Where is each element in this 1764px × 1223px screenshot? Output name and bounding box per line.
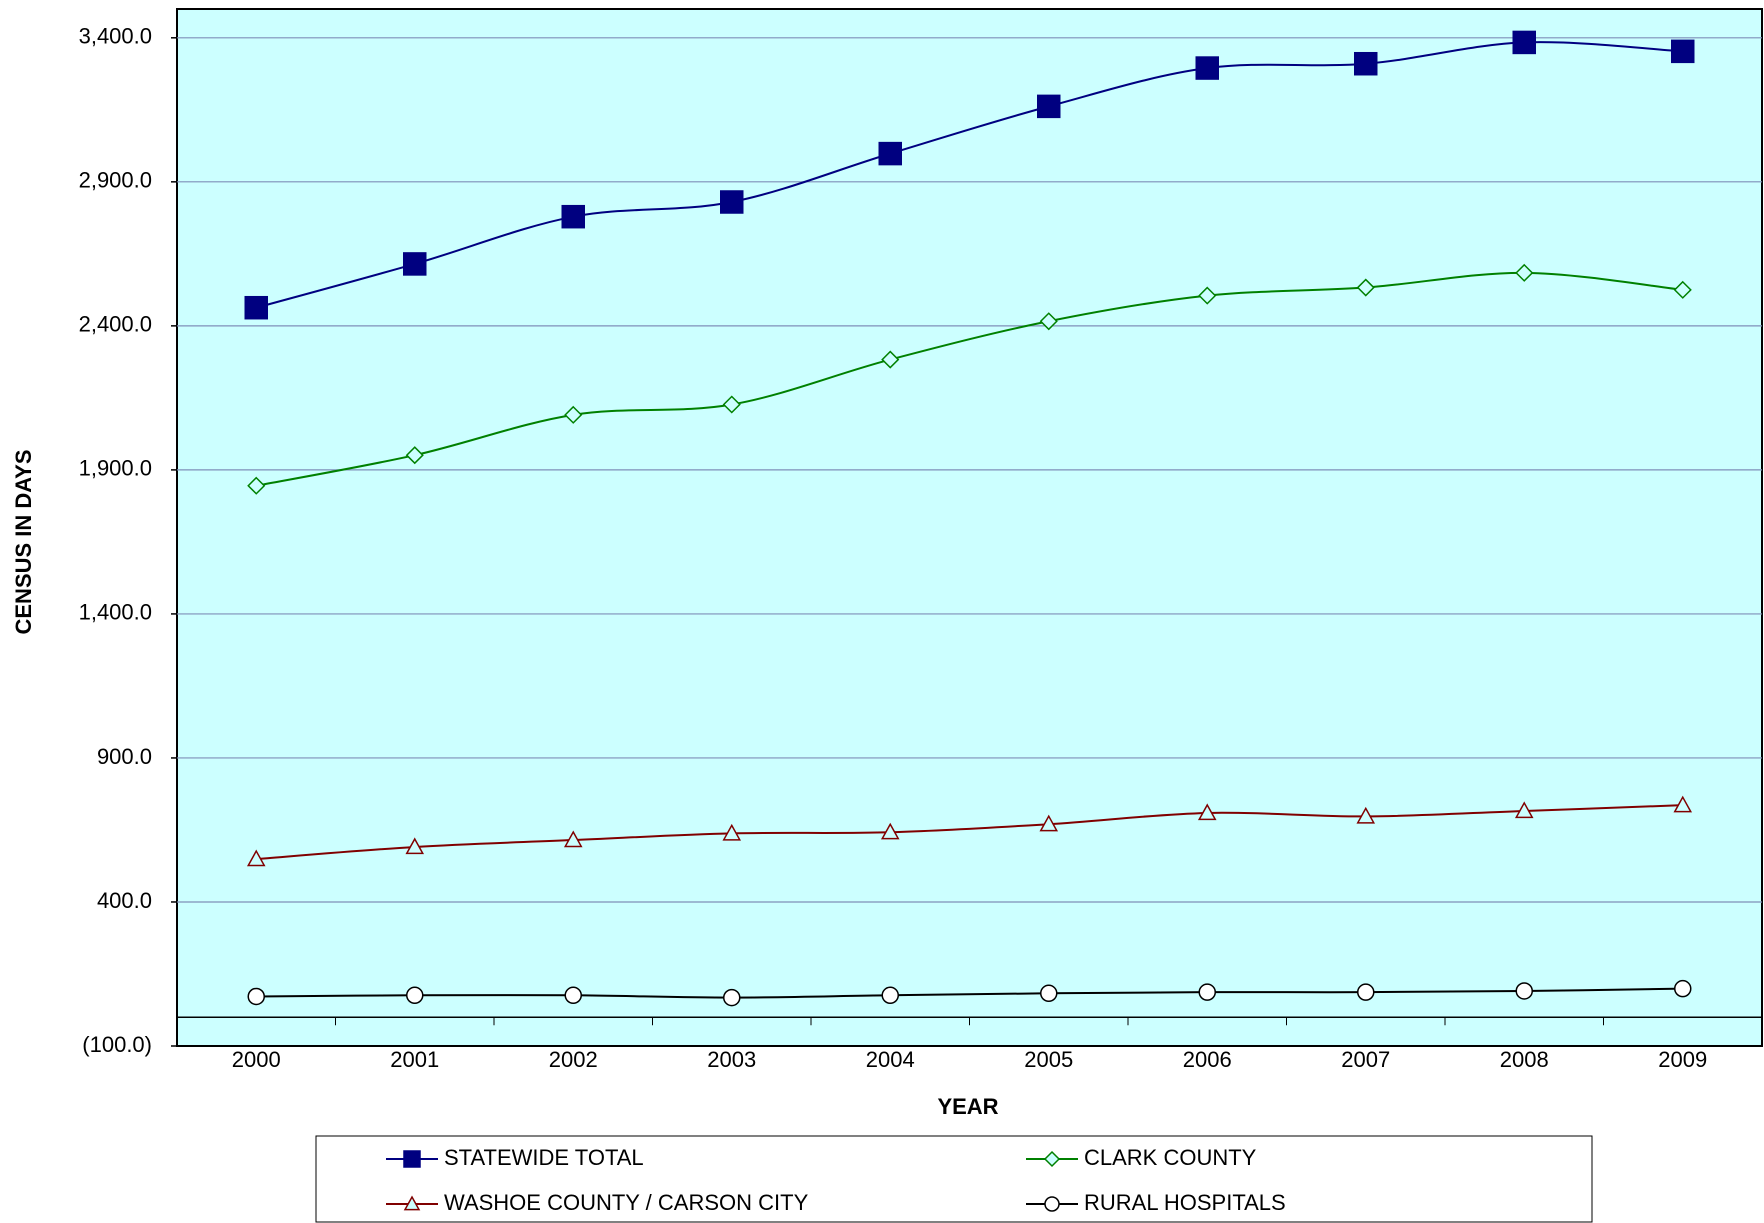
series-line xyxy=(256,987,1683,999)
x-axis-label: YEAR xyxy=(937,1094,998,1119)
legend-label: CLARK COUNTY xyxy=(1084,1145,1257,1170)
x-tick-label: 2001 xyxy=(390,1047,439,1072)
marker xyxy=(1039,814,1059,832)
marker xyxy=(722,395,741,414)
series-line xyxy=(256,804,1683,861)
x-tick-label: 2005 xyxy=(1024,1047,1073,1072)
y-tick-label: 1,900.0 xyxy=(79,456,152,481)
y-tick-label: 400.0 xyxy=(97,888,152,913)
marker xyxy=(1037,94,1061,119)
x-tick-label: 2007 xyxy=(1341,1047,1390,1072)
x-tick-label: 2004 xyxy=(866,1047,915,1072)
marker xyxy=(1514,801,1534,819)
marker xyxy=(403,252,427,276)
marker xyxy=(246,849,266,867)
marker xyxy=(403,1195,421,1211)
marker xyxy=(564,405,583,424)
marker xyxy=(405,837,425,855)
marker xyxy=(723,988,741,1007)
marker xyxy=(1515,263,1534,282)
marker xyxy=(247,987,265,1006)
marker xyxy=(1357,983,1375,1001)
marker xyxy=(1512,30,1536,55)
marker xyxy=(1195,56,1219,80)
marker xyxy=(1044,1196,1060,1212)
x-tick-label: 2009 xyxy=(1658,1047,1707,1072)
marker xyxy=(564,986,582,1005)
series-line xyxy=(256,271,1683,487)
y-tick-label: 1,400.0 xyxy=(79,600,152,625)
marker xyxy=(563,830,583,848)
marker xyxy=(1197,803,1217,821)
marker xyxy=(878,141,902,166)
legend-label: RURAL HOSPITALS xyxy=(1084,1190,1286,1215)
marker xyxy=(1040,984,1058,1003)
marker xyxy=(1515,982,1533,1000)
x-tick-label: 2000 xyxy=(232,1047,281,1072)
marker xyxy=(720,190,744,214)
marker xyxy=(561,204,585,229)
marker xyxy=(1354,51,1378,76)
series-line xyxy=(255,41,1683,309)
x-tick-label: 2003 xyxy=(707,1047,756,1072)
marker xyxy=(1674,979,1692,998)
marker xyxy=(880,822,900,840)
marker xyxy=(247,476,266,495)
y-tick-label: 3,400.0 xyxy=(79,24,152,49)
y-tick-label: 900.0 xyxy=(97,744,152,769)
legend-label: STATEWIDE TOTAL xyxy=(444,1145,644,1170)
marker xyxy=(244,295,268,320)
legend-label: WASHOE COUNTY / CARSON CITY xyxy=(444,1190,809,1215)
marker xyxy=(881,986,899,1005)
marker xyxy=(1356,806,1376,824)
y-axis-label: CENSUS IN DAYS xyxy=(11,449,36,634)
y-tick-label: (100.0) xyxy=(82,1032,152,1057)
marker xyxy=(881,350,900,369)
marker xyxy=(1198,983,1216,1001)
marker xyxy=(1356,278,1375,297)
marker xyxy=(405,446,424,465)
marker xyxy=(1043,1150,1061,1168)
x-tick-label: 2006 xyxy=(1183,1047,1232,1072)
marker xyxy=(1198,286,1217,305)
marker xyxy=(406,986,424,1005)
marker xyxy=(1039,312,1058,331)
plot-area xyxy=(176,8,1763,1047)
x-tick-label: 2002 xyxy=(549,1047,598,1072)
legend xyxy=(315,1135,1593,1223)
x-tick-label: 2008 xyxy=(1500,1047,1549,1072)
y-tick-label: 2,900.0 xyxy=(79,168,152,193)
marker xyxy=(1673,795,1693,813)
marker xyxy=(1673,280,1692,299)
marker xyxy=(1671,39,1695,64)
marker xyxy=(722,823,742,841)
marker xyxy=(403,1150,421,1168)
y-tick-label: 2,400.0 xyxy=(79,312,152,337)
